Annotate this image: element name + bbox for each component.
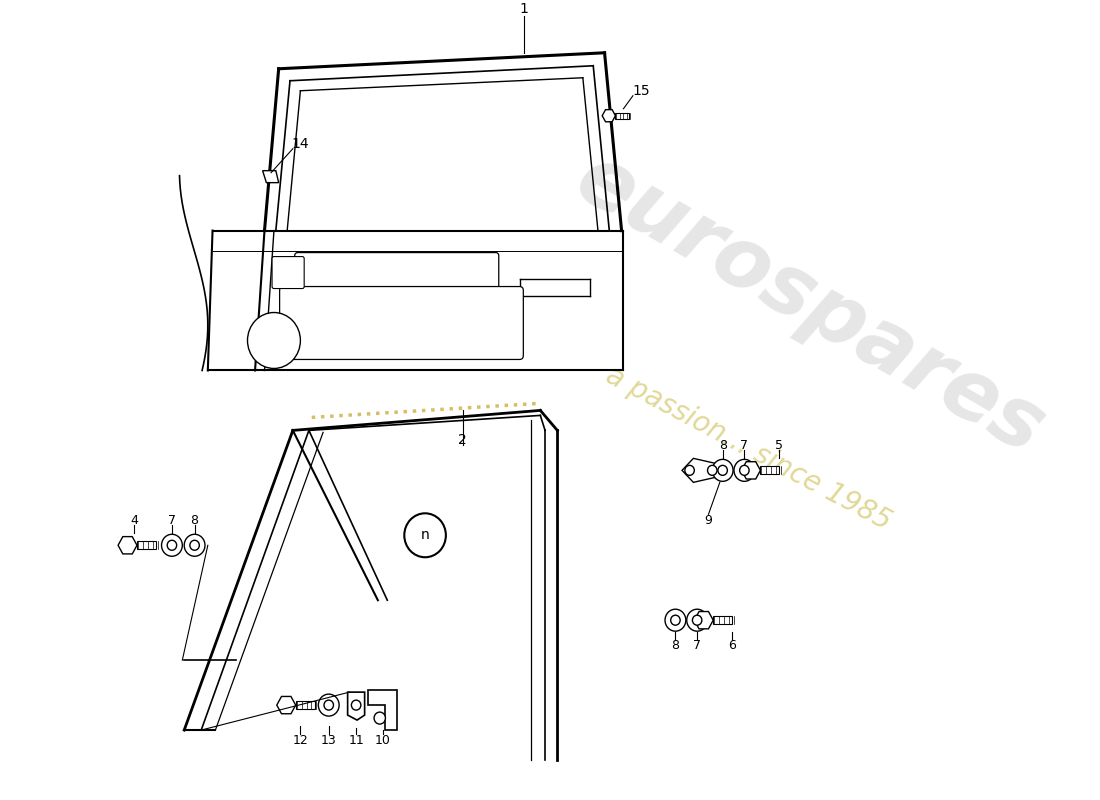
Circle shape xyxy=(405,514,446,558)
Text: 10: 10 xyxy=(375,734,390,746)
Polygon shape xyxy=(263,170,278,182)
Text: 9: 9 xyxy=(704,514,713,526)
Text: a passion... since 1985: a passion... since 1985 xyxy=(601,361,895,536)
Text: eurospares: eurospares xyxy=(562,138,1059,471)
Text: 13: 13 xyxy=(321,734,337,746)
Circle shape xyxy=(739,466,749,475)
Circle shape xyxy=(692,615,702,625)
Text: 8: 8 xyxy=(718,439,727,452)
Circle shape xyxy=(671,615,680,625)
Circle shape xyxy=(713,459,733,482)
Text: 12: 12 xyxy=(293,734,308,746)
FancyBboxPatch shape xyxy=(272,257,305,289)
FancyBboxPatch shape xyxy=(295,253,498,314)
Text: n: n xyxy=(420,528,429,542)
Text: 2: 2 xyxy=(459,434,468,447)
Polygon shape xyxy=(118,537,138,554)
Polygon shape xyxy=(277,697,296,714)
Text: 11: 11 xyxy=(349,734,364,746)
Circle shape xyxy=(718,466,727,475)
Text: 4: 4 xyxy=(130,514,139,526)
Circle shape xyxy=(318,694,339,716)
Polygon shape xyxy=(368,690,397,730)
Circle shape xyxy=(707,466,717,475)
Text: 7: 7 xyxy=(693,638,701,652)
Bar xyxy=(760,466,779,474)
Polygon shape xyxy=(348,692,364,720)
Bar xyxy=(138,542,156,550)
Polygon shape xyxy=(682,458,719,482)
Circle shape xyxy=(190,540,199,550)
Bar xyxy=(713,616,733,624)
Text: 15: 15 xyxy=(632,84,650,98)
FancyBboxPatch shape xyxy=(279,286,524,359)
Text: 8: 8 xyxy=(190,514,199,526)
Polygon shape xyxy=(741,462,760,479)
Circle shape xyxy=(351,700,361,710)
Text: 7: 7 xyxy=(740,439,748,452)
Bar xyxy=(296,701,315,709)
Circle shape xyxy=(167,540,177,550)
Circle shape xyxy=(734,459,755,482)
Circle shape xyxy=(162,534,183,556)
Text: 7: 7 xyxy=(168,514,176,526)
Circle shape xyxy=(324,700,333,710)
Polygon shape xyxy=(602,110,615,122)
Circle shape xyxy=(374,712,385,724)
Text: 1: 1 xyxy=(520,2,529,16)
Bar xyxy=(615,113,629,118)
Circle shape xyxy=(248,313,300,369)
Text: 14: 14 xyxy=(292,137,309,150)
Text: 5: 5 xyxy=(776,439,783,452)
Polygon shape xyxy=(694,611,713,629)
Circle shape xyxy=(685,466,694,475)
Text: 6: 6 xyxy=(728,638,736,652)
Circle shape xyxy=(184,534,205,556)
Text: 8: 8 xyxy=(671,638,680,652)
Circle shape xyxy=(686,610,707,631)
Circle shape xyxy=(666,610,685,631)
